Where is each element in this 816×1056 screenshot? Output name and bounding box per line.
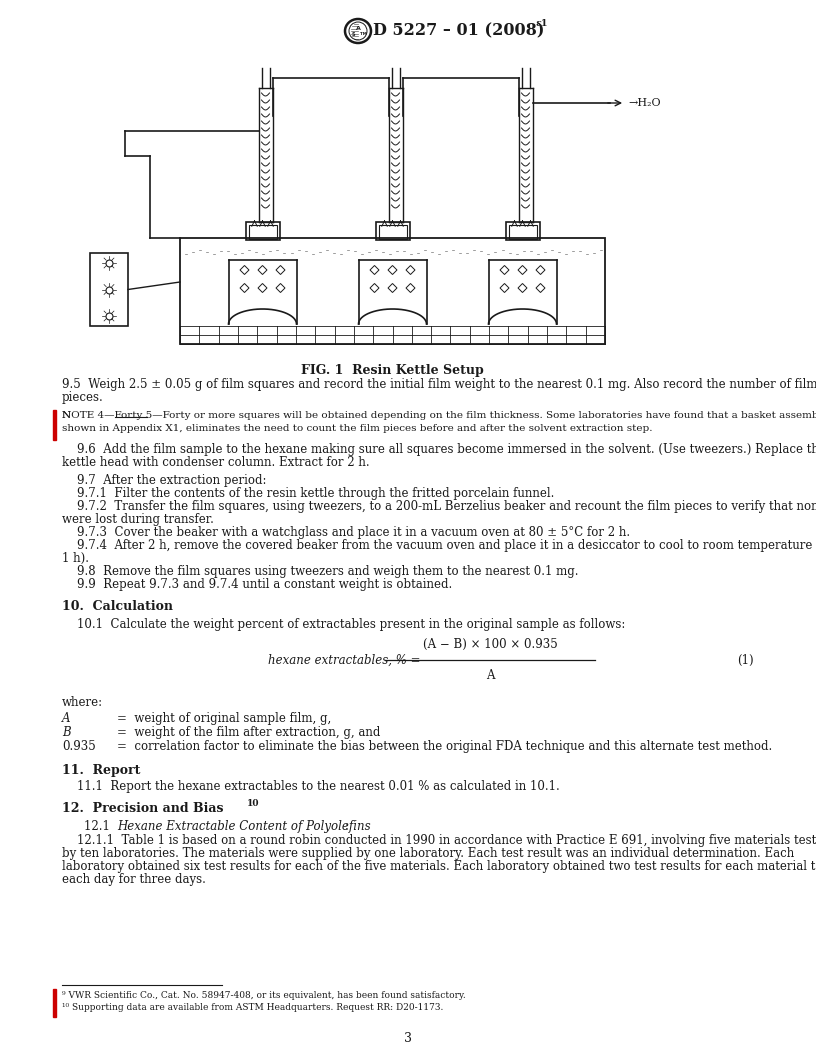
Bar	[246, 222, 280, 240]
Text: B: B	[62, 727, 71, 739]
Text: hexane extractables, % =: hexane extractables, % =	[268, 654, 420, 666]
Text: 12.1.1  Table 1 is based on a round robin conducted in 1990 in accordance with P: 12.1.1 Table 1 is based on a round robin…	[62, 834, 816, 847]
Text: A: A	[486, 670, 494, 682]
Bar	[53, 989, 56, 1017]
Text: A: A	[62, 712, 70, 725]
Text: 0.935: 0.935	[62, 740, 95, 753]
Text: =  weight of the film after extraction, g, and: = weight of the film after extraction, g…	[117, 727, 380, 739]
Text: →H₂O: →H₂O	[628, 98, 661, 108]
Bar	[249, 225, 277, 239]
Text: 10.  Calculation: 10. Calculation	[62, 600, 173, 612]
Text: 10: 10	[247, 799, 259, 808]
Text: ¹⁰ Supporting data are available from ASTM Headquarters. Request RR: D20-1173.: ¹⁰ Supporting data are available from AS…	[62, 1003, 443, 1012]
Text: 9.5  Weigh 2.5 ± 0.05 g of film squares and record the initial film weight to th: 9.5 Weigh 2.5 ± 0.05 g of film squares a…	[62, 378, 816, 391]
Text: ε1: ε1	[536, 19, 548, 29]
Text: FIG. 1  Resin Kettle Setup: FIG. 1 Resin Kettle Setup	[301, 364, 484, 377]
Text: 9.9  Repeat 9.7.3 and 9.7.4 until a constant weight is obtained.: 9.9 Repeat 9.7.3 and 9.7.4 until a const…	[62, 578, 452, 591]
Bar	[379, 225, 406, 239]
Bar	[53, 410, 56, 440]
Text: 11.  Report: 11. Report	[62, 763, 140, 777]
Text: kettle head with condenser column. Extract for 2 h.: kettle head with condenser column. Extra…	[62, 456, 370, 469]
Text: A: A	[356, 25, 361, 31]
Text: D 5227 – 01 (2008): D 5227 – 01 (2008)	[373, 22, 544, 39]
Text: shown in Appendix X1, eliminates the need to count the film pieces before and af: shown in Appendix X1, eliminates the nee…	[62, 425, 653, 433]
Text: laboratory obtained six test results for each of the five materials. Each labora: laboratory obtained six test results for…	[62, 860, 816, 873]
Text: 9.7.4  After 2 h, remove the covered beaker from the vacuum oven and place it in: 9.7.4 After 2 h, remove the covered beak…	[62, 539, 816, 552]
Text: N: N	[62, 411, 71, 420]
Text: =  weight of original sample film, g,: = weight of original sample film, g,	[117, 712, 331, 725]
Bar	[90, 253, 128, 326]
Text: 9.8  Remove the film squares using tweezers and weigh them to the nearest 0.1 mg: 9.8 Remove the film squares using tweeze…	[62, 565, 579, 578]
Text: 12.  Precision and Bias: 12. Precision and Bias	[62, 802, 224, 815]
Text: (1): (1)	[738, 654, 754, 666]
Text: 1 h).: 1 h).	[62, 552, 89, 565]
Bar	[375, 222, 410, 240]
Text: 10.1  Calculate the weight percent of extractables present in the original sampl: 10.1 Calculate the weight percent of ext…	[62, 618, 625, 631]
Bar	[180, 238, 605, 344]
Bar	[505, 222, 539, 240]
Text: by ten laboratories. The materials were supplied by one laboratory. Each test re: by ten laboratories. The materials were …	[62, 847, 794, 860]
Text: 9.7.3  Cover the beaker with a watchglass and place it in a vacuum oven at 80 ± : 9.7.3 Cover the beaker with a watchglass…	[62, 526, 630, 539]
Text: :: :	[345, 821, 349, 833]
Text: 11.1  Report the hexane extractables to the nearest 0.01 % as calculated in 10.1: 11.1 Report the hexane extractables to t…	[62, 780, 560, 793]
Text: Hexane Extractable Content of Polyolefins: Hexane Extractable Content of Polyolefin…	[117, 821, 370, 833]
Text: 9.6  Add the film sample to the hexane making sure all squares become immersed i: 9.6 Add the film sample to the hexane ma…	[62, 444, 816, 456]
Text: where:: where:	[62, 696, 103, 709]
Text: each day for three days.: each day for three days.	[62, 873, 206, 886]
Text: (A − B) × 100 × 0.935: (A − B) × 100 × 0.935	[423, 638, 557, 650]
Text: TM: TM	[360, 32, 366, 36]
Text: 9.7  After the extraction period:: 9.7 After the extraction period:	[62, 474, 267, 487]
Text: pieces.: pieces.	[62, 391, 104, 404]
Text: 9.7.2  Transfer the film squares, using tweezers, to a 200-mL Berzelius beaker a: 9.7.2 Transfer the film squares, using t…	[62, 499, 816, 513]
Bar	[508, 225, 536, 239]
Text: 3: 3	[404, 1032, 412, 1044]
Text: were lost during transfer.: were lost during transfer.	[62, 513, 214, 526]
Text: S: S	[351, 32, 355, 37]
Text: 9.7.1  Filter the contents of the resin kettle through the fritted porcelain fun: 9.7.1 Filter the contents of the resin k…	[62, 487, 554, 499]
Text: ⁹ VWR Scientific Co., Cat. No. 58947-408, or its equivalent, has been found sati: ⁹ VWR Scientific Co., Cat. No. 58947-408…	[62, 991, 466, 1000]
Text: 12.1: 12.1	[84, 821, 118, 833]
Text: NOTE 4—Forty 5—Forty or more squares will be obtained depending on the film thic: NOTE 4—Forty 5—Forty or more squares wil…	[62, 411, 816, 420]
Text: =  correlation factor to eliminate the bias between the original FDA technique a: = correlation factor to eliminate the bi…	[117, 740, 772, 753]
